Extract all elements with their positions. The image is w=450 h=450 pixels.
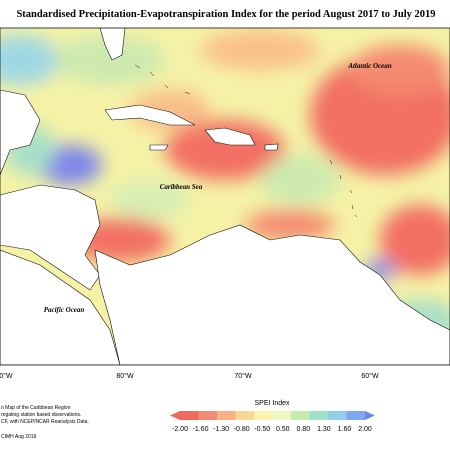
- longitude-label: 0°W: [0, 372, 13, 380]
- legend-label: 0.80: [297, 426, 311, 433]
- legend-swatch: [254, 411, 273, 420]
- note: n Map of the Caribbean Region: [1, 405, 71, 411]
- sea-label: Caribbean Sea: [160, 183, 203, 191]
- legend-label: -0.50: [254, 426, 270, 433]
- longitude-label: 70°W: [234, 372, 252, 380]
- legend-label: -1.60: [193, 426, 209, 433]
- legend-label: -0.80: [234, 426, 250, 433]
- longitude-label: 80°W: [116, 372, 134, 380]
- legend-swatch: [309, 411, 329, 420]
- legend-swatch: [180, 411, 199, 420]
- legend-label: -2.00: [172, 426, 188, 433]
- sea-label: Atlantic Ocean: [347, 62, 391, 70]
- legend-swatch: [328, 411, 347, 420]
- map: Atlantic Ocean Caribbean Sea Pacific Oce…: [0, 28, 450, 365]
- legend-label: 0.50: [276, 426, 290, 433]
- note: CIMH Aug 2019: [1, 434, 37, 440]
- legend-swatch: [346, 411, 366, 420]
- legend-swatch: [272, 411, 292, 420]
- spei-field: [0, 30, 450, 340]
- legend-label: 1.60: [338, 426, 352, 433]
- note: regating station based observations.: [1, 412, 81, 418]
- longitude-labels: 0°W 80°W 70°W 60°W: [0, 372, 379, 380]
- legend-label: 2.00: [358, 426, 372, 433]
- legend-title: SPEI Index: [254, 400, 290, 407]
- legend-arrow: [365, 411, 375, 420]
- longitude-label: 60°W: [361, 372, 379, 380]
- legend: -2.00 -1.60 -1.30 -0.80 -0.50 0.50 0.80 1.30 1.6…: [170, 411, 375, 433]
- legend-label: 1.30: [317, 426, 331, 433]
- legend-swatch: [291, 411, 310, 420]
- map-frame: [0, 27, 450, 366]
- legend-label: -1.30: [213, 426, 229, 433]
- map-title: Standardised Precipitation-Evapotranspir…: [16, 9, 435, 20]
- note: CF, with NCEP/NCAR Reanalysis Data.: [1, 419, 89, 425]
- legend-swatch: [217, 411, 236, 420]
- legend-arrow: [170, 411, 180, 420]
- sea-label: Pacific Ocean: [44, 306, 85, 314]
- legend-swatch: [198, 411, 218, 420]
- legend-swatch: [235, 411, 255, 420]
